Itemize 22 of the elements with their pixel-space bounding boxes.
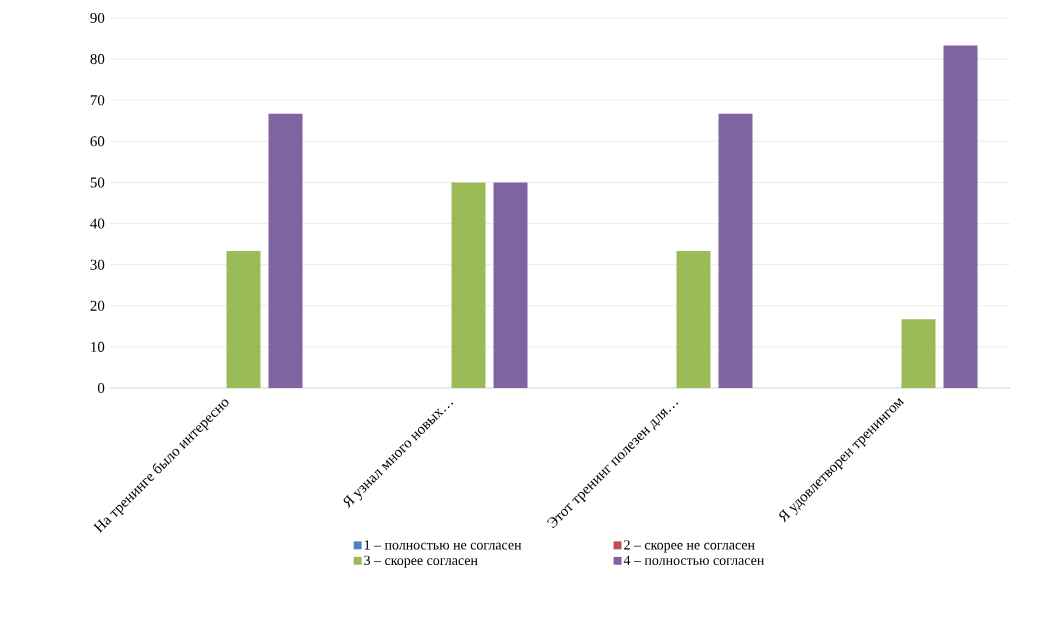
bar — [943, 45, 978, 388]
legend-label: 4 – полностью согласен — [623, 555, 764, 565]
y-tick-label: 50 — [90, 177, 105, 188]
bar — [268, 113, 303, 388]
y-tick-label: 40 — [90, 218, 105, 229]
legend-label: 1 – полностью не согласен — [364, 540, 522, 550]
y-tick-label: 10 — [91, 341, 105, 352]
y-tick-label: 30 — [90, 259, 105, 270]
y-tick-label: 70 — [90, 95, 105, 106]
y-tick-label: 0 — [97, 382, 105, 394]
legend-label: 3 – скорее согласен — [364, 555, 478, 568]
bar — [226, 251, 261, 388]
bar — [451, 182, 486, 388]
legend-label: 2 – скорее не согласен — [624, 540, 755, 553]
y-tick-label: 90 — [90, 12, 105, 24]
bar — [676, 251, 711, 388]
bar — [493, 182, 528, 388]
bar — [718, 113, 753, 388]
bar — [901, 319, 936, 388]
y-tick-label: 80 — [90, 54, 105, 65]
y-tick-label: 20 — [90, 300, 105, 311]
y-tick-label: 60 — [90, 136, 105, 147]
